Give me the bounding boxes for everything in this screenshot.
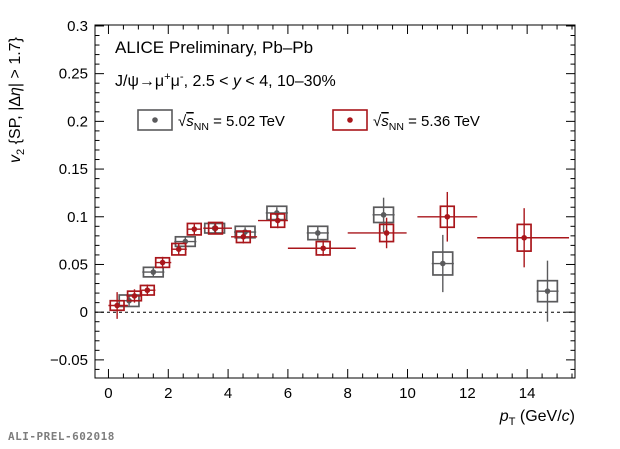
y-tick-labels: −0.05 0 0.05 0.1 0.15 0.2 0.25 0.3 [50,18,88,369]
x-tick-label: 6 [284,385,292,402]
x-tick-label: 0 [104,385,112,402]
y-tick-label: 0.25 [59,66,88,83]
x-tick-label: 2 [164,385,172,402]
legend: √sNN = 5.02 TeV √sNN = 5.36 TeV [137,109,480,133]
data-point [126,289,143,303]
legend-label: √sNN = 5.02 TeV [178,113,285,133]
legend-marker-box [137,109,173,131]
data-point [306,225,329,241]
y-tick-label: 0.3 [67,18,88,35]
data-point [257,212,288,229]
x-tick-label: 10 [399,385,416,402]
figure-id-watermark: ALI-PREL-602018 [8,430,115,443]
data-points-layer [108,191,570,322]
y-tick-label: 0.15 [59,161,88,178]
y-tick-label: 0 [80,304,88,321]
data-point [536,260,559,322]
y-tick-label: 0.05 [59,256,88,273]
y-axis-title: v2 {SP, |Δη| > 1.7} [7,36,27,163]
legend-label: √sNN = 5.36 TeV [373,113,480,133]
series [118,197,559,322]
legend-item: √sNN = 5.36 TeV [332,109,480,133]
annotation-alice-preliminary: ALICE Preliminary, Pb–Pb [115,38,313,57]
data-point [171,242,187,256]
data-point [154,256,172,269]
data-point [417,191,478,242]
data-point [287,240,356,256]
data-point [431,234,454,293]
x-tick-labels: 0 2 4 6 8 10 12 14 [104,385,535,402]
data-point [231,230,258,244]
x-axis-title: pT (GeV/c) [499,408,575,428]
plot-frame [94,24,576,379]
legend-marker-dot [347,117,353,123]
x-tick-label: 12 [459,385,476,402]
data-point [372,197,395,233]
y-tick-label: 0.2 [67,113,88,130]
annotation-decay-channel: J/ψ→μ+μ-, 2.5 < y < 4, 10–30% [115,71,336,90]
x-tick-label: 8 [344,385,352,402]
y-tick-label: 0.1 [67,209,88,226]
legend-marker-box [332,109,368,131]
x-tick-label: 14 [519,385,536,402]
data-point [477,208,570,268]
series [108,191,570,319]
data-point [108,292,128,319]
data-point [186,222,203,236]
y-tick-label: −0.05 [50,352,88,369]
legend-marker-dot [152,117,158,123]
x-tick-label: 4 [224,385,232,402]
axis-ticks [95,25,575,378]
data-point [347,217,407,249]
legend-item: √sNN = 5.02 TeV [137,109,285,133]
data-point [139,284,156,296]
data-point [142,266,165,278]
data-point [203,221,232,235]
